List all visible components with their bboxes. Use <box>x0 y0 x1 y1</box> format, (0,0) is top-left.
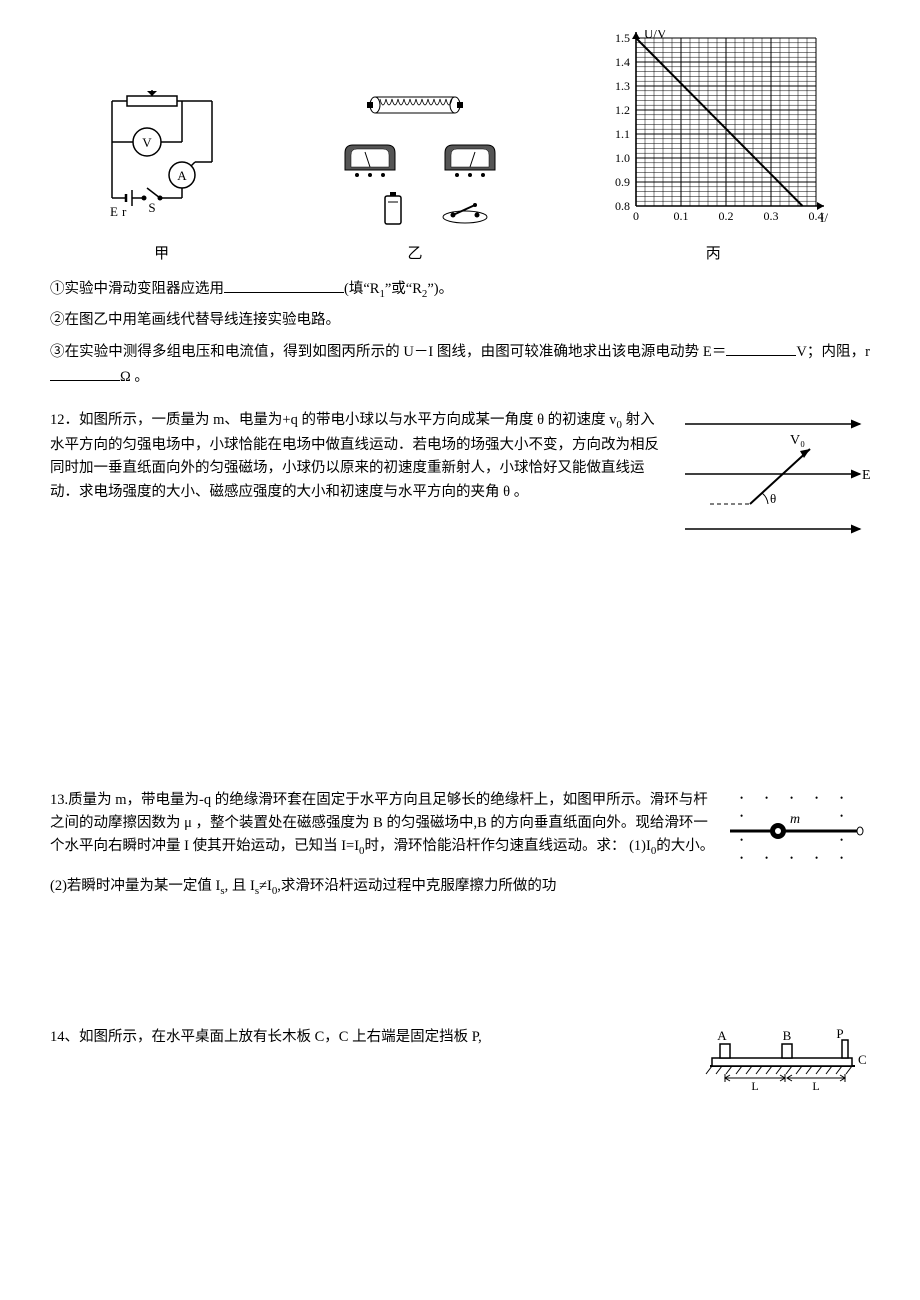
ui-chart: 00.10.20.30.40.80.91.01.11.21.31.41.5U/V… <box>598 30 828 230</box>
q11-line1: ①实验中滑动变阻器应选用(填“R1”或“R2”)。 <box>50 276 870 303</box>
svg-text:V: V <box>142 135 152 150</box>
svg-text:E: E <box>110 204 118 219</box>
q14-figure: A B P C L L <box>700 1026 870 1096</box>
text: ①实验中滑动变阻器应选用 <box>50 281 224 297</box>
svg-text:1.2: 1.2 <box>615 103 630 117</box>
q13-g: ,求滑环沿杆运动过程中克服摩擦力所做的功 <box>277 878 556 894</box>
svg-text:S: S <box>148 200 155 215</box>
q11-line2: ②在图乙中用笔画线代替导线连接实验电路。 <box>50 309 870 332</box>
q13-d: (2)若瞬时冲量为某一定值 I <box>50 878 220 894</box>
svg-text:•: • <box>740 811 743 821</box>
q13-figure: • • • • • • • • • • • • • • m <box>730 789 870 869</box>
svg-text:V₀: V₀ <box>790 433 805 448</box>
svg-text:r: r <box>122 204 127 219</box>
text: V；内阻，r <box>796 344 870 360</box>
q12-figure: E V₀ θ <box>680 409 870 539</box>
svg-text:•: • <box>840 793 843 803</box>
svg-text:•: • <box>840 835 843 845</box>
svg-text:•: • <box>765 853 768 863</box>
text: (填“R <box>344 281 379 297</box>
blank <box>224 276 344 293</box>
question-14: 14、如图所示，在水平桌面上放有长木板 C，C 上右端是固定挡板 P, A B … <box>50 1026 870 1096</box>
text: ”或“R <box>385 281 422 297</box>
svg-text:A: A <box>177 168 187 183</box>
caption-bing: 丙 <box>598 242 828 266</box>
svg-text:•: • <box>815 853 818 863</box>
blank <box>726 339 796 356</box>
svg-text:•: • <box>740 853 743 863</box>
svg-text:E: E <box>862 468 870 483</box>
svg-text:C: C <box>858 1052 867 1067</box>
svg-text:•: • <box>790 793 793 803</box>
q14-text: 14、如图所示，在水平桌面上放有长木板 C，C 上右端是固定挡板 P, <box>50 1029 482 1045</box>
apparatus-diagram <box>315 90 515 230</box>
svg-text:1.5: 1.5 <box>615 31 630 45</box>
svg-text:P: P <box>836 1026 843 1041</box>
svg-text:L: L <box>751 1079 758 1093</box>
circuit-diagram: V A S E r <box>92 90 232 230</box>
text: ③在实验中测得多组电压和电流值，得到如图丙所示的 U－I 图线，由图可较准确地求… <box>50 344 726 360</box>
question-13: 13.质量为 m，带电量为-q 的绝缘滑环套在固定于水平方向且足够长的绝缘杆上，… <box>50 789 870 900</box>
q11-line3: ③在实验中测得多组电压和电流值，得到如图丙所示的 U－I 图线，由图可较准确地求… <box>50 339 870 389</box>
svg-text:1.4: 1.4 <box>615 55 630 69</box>
svg-text:0.3: 0.3 <box>764 209 779 223</box>
svg-text:I/A: I/A <box>820 210 828 225</box>
svg-text:•: • <box>840 853 843 863</box>
svg-text:0.9: 0.9 <box>615 175 630 189</box>
svg-text:θ: θ <box>770 491 776 506</box>
svg-text:1.3: 1.3 <box>615 79 630 93</box>
blank <box>50 364 120 381</box>
svg-text:1.1: 1.1 <box>615 127 630 141</box>
caption-jia: 甲 <box>92 242 232 266</box>
text: ”)。 <box>427 281 453 297</box>
svg-text:•: • <box>840 811 843 821</box>
q13-b: 时，滑环恰能沿杆作匀速直线运动。求： (1)I <box>364 838 650 854</box>
svg-text:•: • <box>790 853 793 863</box>
svg-text:0.1: 0.1 <box>674 209 689 223</box>
figure-jia: V A S E r 甲 <box>92 90 232 266</box>
svg-text:L: L <box>812 1079 819 1093</box>
figure-row: V A S E r 甲 <box>50 30 870 266</box>
svg-text:•: • <box>740 835 743 845</box>
svg-text:0.2: 0.2 <box>719 209 734 223</box>
caption-yi: 乙 <box>315 242 515 266</box>
svg-text:0.8: 0.8 <box>615 199 630 213</box>
q13-c: 的大小。 <box>656 838 714 854</box>
svg-text:•: • <box>815 793 818 803</box>
q12-text-a: 12．如图所示，一质量为 m、电量为+q 的带电小球以与水平方向成某一角度 θ … <box>50 412 617 428</box>
q13-line2: (2)若瞬时冲量为某一定值 Is, 且 Is≠I0,求滑环沿杆运动过程中克服摩擦… <box>50 875 870 900</box>
figure-bing: 00.10.20.30.40.80.91.01.11.21.31.41.5U/V… <box>598 30 828 266</box>
svg-text:B: B <box>783 1028 792 1043</box>
svg-text:•: • <box>765 793 768 803</box>
svg-text:•: • <box>740 793 743 803</box>
text: Ω 。 <box>120 369 149 385</box>
q13-e: , 且 I <box>225 878 255 894</box>
svg-text:1.0: 1.0 <box>615 151 630 165</box>
svg-text:A: A <box>717 1028 727 1043</box>
svg-text:0: 0 <box>633 209 639 223</box>
svg-text:m: m <box>790 812 800 827</box>
figure-yi: 乙 <box>315 90 515 266</box>
q13-f: ≠I <box>259 878 272 894</box>
svg-text:U/V: U/V <box>644 30 667 41</box>
question-12: 12．如图所示，一质量为 m、电量为+q 的带电小球以与水平方向成某一角度 θ … <box>50 409 870 539</box>
